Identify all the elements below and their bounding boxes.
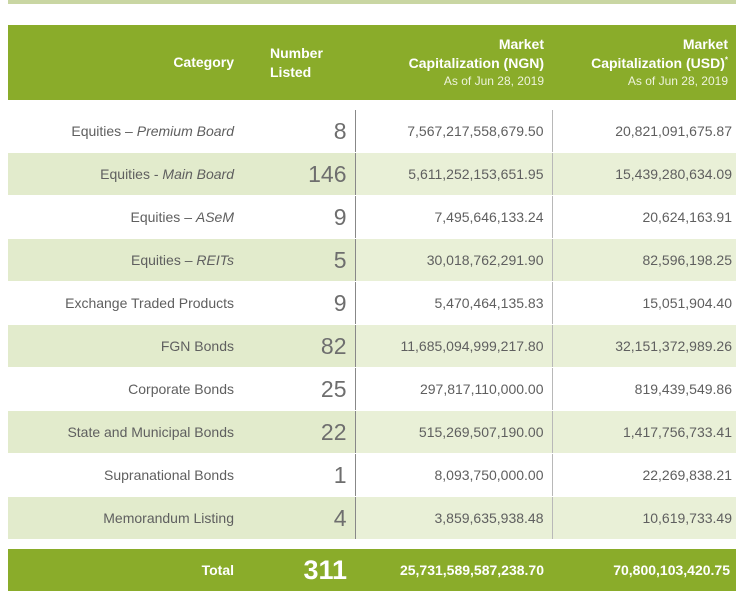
row-market-cap-ngn: 5,611,252,153,651.95 [355, 153, 552, 196]
header-market-cap-ngn: Market Capitalization (NGN) As of Jun 28… [355, 25, 552, 100]
row-number-listed: 22 [242, 411, 355, 454]
row-category: State and Municipal Bonds [8, 411, 242, 454]
row-number-listed: 8 [242, 110, 355, 153]
row-market-cap-usd: 1,417,756,733.41 [552, 411, 736, 454]
row-market-cap-ngn: 11,685,094,999,217.80 [355, 325, 552, 368]
usd-footnote-marker: * [725, 55, 728, 64]
row-category: FGN Bonds [8, 325, 242, 368]
row-market-cap-usd: 15,439,280,634.09 [552, 153, 736, 196]
row-number-listed: 146 [242, 153, 355, 196]
row-market-cap-ngn: 30,018,762,291.90 [355, 239, 552, 282]
total-number: 311 [242, 549, 355, 591]
header-category: Category [8, 25, 242, 100]
row-number-listed: 82 [242, 325, 355, 368]
row-category: Equities – Premium Board [8, 110, 242, 153]
row-category-board: ASeM [196, 209, 234, 225]
table-footer: Total 311 25,731,589,587,238.70 70,800,1… [8, 540, 736, 591]
row-category: Equities – ASeM [8, 196, 242, 239]
row-market-cap-usd: 15,051,904.40 [552, 282, 736, 325]
row-market-cap-usd: 819,439,549.86 [552, 368, 736, 411]
row-category: Exchange Traded Products [8, 282, 242, 325]
header-ngn-asof: As of Jun 28, 2019 [363, 73, 544, 90]
row-category: Equities – REITs [8, 239, 242, 282]
row-number-listed: 5 [242, 239, 355, 282]
row-category: Equities - Main Board [8, 153, 242, 196]
total-ngn: 25,731,589,587,238.70 [355, 549, 552, 591]
header-usd-asof: As of Jun 28, 2019 [560, 73, 728, 90]
row-market-cap-ngn: 5,470,464,135.83 [355, 282, 552, 325]
row-market-cap-ngn: 3,859,635,938.48 [355, 497, 552, 540]
row-market-cap-usd: 82,596,198.25 [552, 239, 736, 282]
total-usd: 70,800,103,420.75 [552, 549, 736, 591]
row-category-board: Premium Board [137, 123, 234, 139]
top-rule [8, 0, 736, 4]
row-category: Supranational Bonds [8, 454, 242, 497]
total-row: Total 311 25,731,589,587,238.70 70,800,1… [8, 549, 736, 591]
row-number-listed: 9 [242, 196, 355, 239]
header-market-cap-usd: Market Capitalization (USD)* As of Jun 2… [552, 25, 736, 100]
row-market-cap-usd: 20,624,163.91 [552, 196, 736, 239]
row-category-board: Main Board [162, 166, 234, 182]
row-number-listed: 4 [242, 497, 355, 540]
row-market-cap-usd: 32,151,372,989.26 [552, 325, 736, 368]
row-market-cap-ngn: 7,495,646,133.24 [355, 196, 552, 239]
row-category: Corporate Bonds [8, 368, 242, 411]
row-market-cap-ngn: 515,269,507,190.00 [355, 411, 552, 454]
row-number-listed: 25 [242, 368, 355, 411]
row-market-cap-ngn: 7,567,217,558,679.50 [355, 110, 552, 153]
row-market-cap-usd: 10,619,733.49 [552, 497, 736, 540]
row-market-cap-ngn: 297,817,110,000.00 [355, 368, 552, 411]
row-category-board: REITs [196, 252, 234, 268]
row-number-listed: 1 [242, 454, 355, 497]
row-category: Memorandum Listing [8, 497, 242, 540]
row-number-listed: 9 [242, 282, 355, 325]
row-market-cap-usd: 22,269,838.21 [552, 454, 736, 497]
row-market-cap-ngn: 8,093,750,000.00 [355, 454, 552, 497]
total-label: Total [8, 549, 242, 591]
row-market-cap-usd: 20,821,091,675.87 [552, 110, 736, 153]
